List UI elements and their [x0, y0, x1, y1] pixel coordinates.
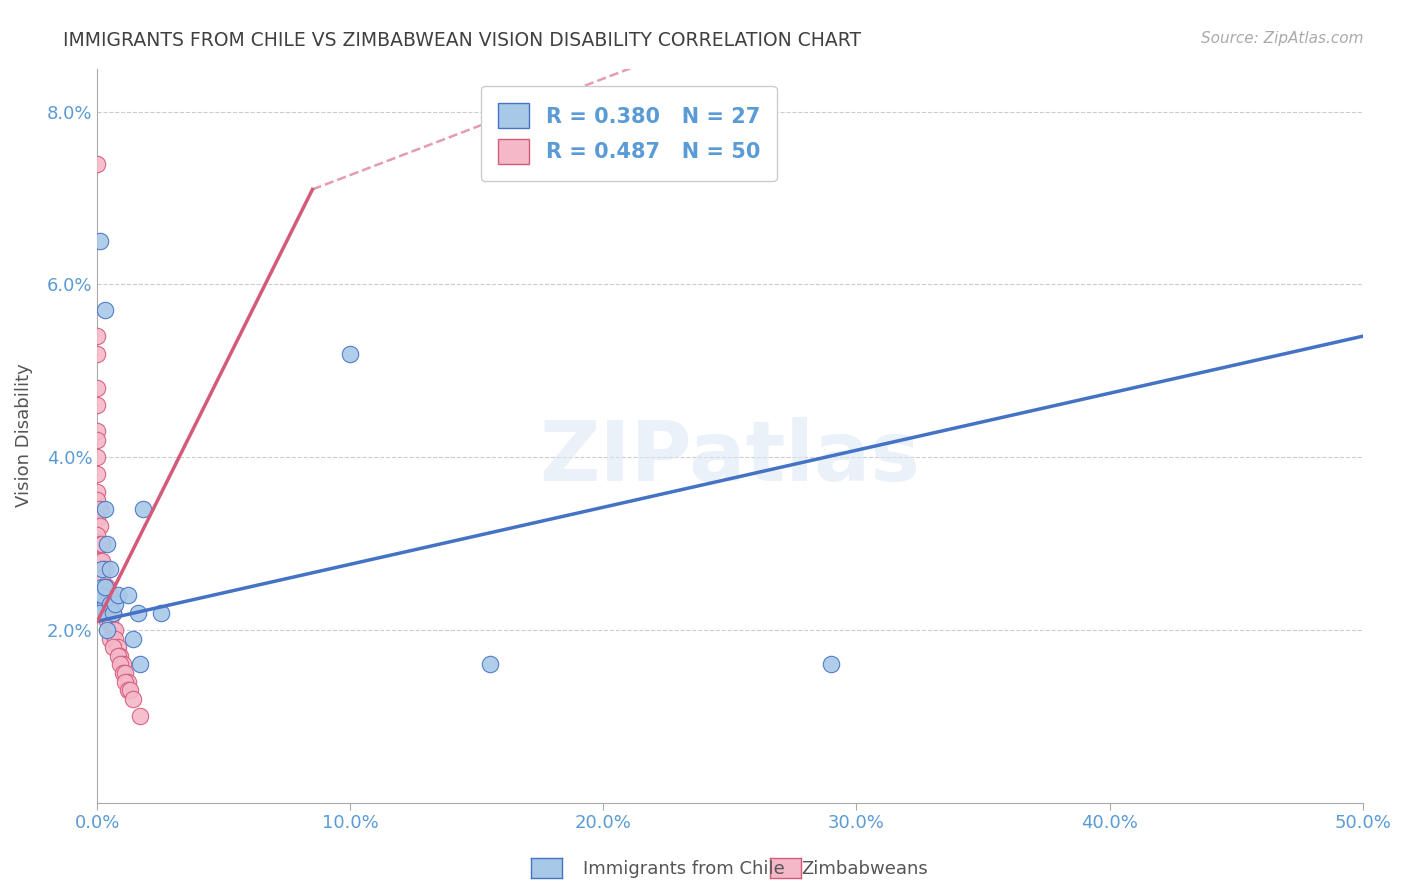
Point	[86, 329, 108, 343]
Text: Immigrants from Chile: Immigrants from Chile	[583, 860, 785, 878]
Point	[820, 657, 842, 672]
Y-axis label: Vision Disability: Vision Disability	[15, 364, 32, 508]
Point	[86, 381, 108, 395]
Point	[98, 588, 121, 602]
Point	[94, 606, 117, 620]
Point	[101, 606, 124, 620]
Point	[96, 597, 118, 611]
Point	[96, 588, 118, 602]
Point	[96, 623, 118, 637]
Point	[91, 536, 114, 550]
Point	[86, 156, 108, 170]
Point	[94, 502, 117, 516]
Point	[89, 554, 111, 568]
Point	[101, 606, 124, 620]
Point	[86, 433, 108, 447]
Point	[94, 562, 117, 576]
Point	[86, 510, 108, 524]
Point	[86, 467, 108, 482]
Text: Zimbabweans: Zimbabweans	[801, 860, 928, 878]
Point	[98, 562, 121, 576]
Point	[86, 346, 108, 360]
Point	[98, 597, 121, 611]
Point	[111, 666, 134, 681]
Point	[89, 606, 111, 620]
Point	[339, 346, 361, 360]
Point	[132, 502, 155, 516]
Point	[91, 571, 114, 585]
Point	[120, 683, 142, 698]
Point	[86, 588, 108, 602]
Text: IMMIGRANTS FROM CHILE VS ZIMBABWEAN VISION DISABILITY CORRELATION CHART: IMMIGRANTS FROM CHILE VS ZIMBABWEAN VISI…	[63, 31, 862, 50]
Point	[91, 580, 114, 594]
Point	[91, 588, 114, 602]
Point	[101, 640, 124, 654]
Point	[86, 484, 108, 499]
Point	[89, 234, 111, 248]
Point	[98, 632, 121, 646]
Point	[117, 674, 139, 689]
Point	[89, 606, 111, 620]
Point	[94, 597, 117, 611]
Point	[86, 528, 108, 542]
Point	[96, 614, 118, 628]
Point	[94, 580, 117, 594]
Point	[104, 623, 127, 637]
Point	[117, 588, 139, 602]
Point	[149, 606, 172, 620]
Text: Source: ZipAtlas.com: Source: ZipAtlas.com	[1201, 31, 1364, 46]
Point	[89, 536, 111, 550]
Point	[94, 303, 117, 318]
Point	[89, 519, 111, 533]
Point	[86, 424, 108, 438]
Point	[86, 398, 108, 412]
Point	[121, 632, 143, 646]
Point	[94, 580, 117, 594]
Point	[129, 657, 152, 672]
Point	[111, 657, 134, 672]
Point	[107, 648, 129, 663]
Point	[91, 562, 114, 576]
Point	[108, 657, 131, 672]
Point	[104, 632, 127, 646]
Point	[121, 692, 143, 706]
Point	[96, 536, 118, 550]
Point	[104, 597, 127, 611]
Point	[101, 623, 124, 637]
Point	[107, 588, 129, 602]
Text: ZIPatlas: ZIPatlas	[540, 417, 921, 498]
Point	[114, 666, 136, 681]
Point	[129, 709, 152, 723]
Legend: R = 0.380   N = 27, R = 0.487   N = 50: R = 0.380 N = 27, R = 0.487 N = 50	[481, 87, 776, 181]
Point	[86, 493, 108, 508]
Point	[86, 450, 108, 464]
Point	[127, 606, 149, 620]
Point	[91, 554, 114, 568]
Point	[117, 683, 139, 698]
Point	[89, 502, 111, 516]
Point	[114, 674, 136, 689]
Point	[98, 597, 121, 611]
Point	[94, 580, 117, 594]
Point	[478, 657, 501, 672]
Point	[96, 580, 118, 594]
Point	[107, 640, 129, 654]
Point	[108, 648, 131, 663]
Point	[98, 614, 121, 628]
